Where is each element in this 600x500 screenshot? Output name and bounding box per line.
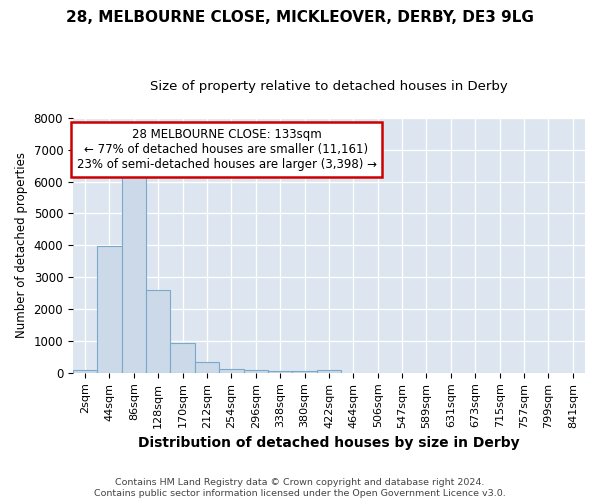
Bar: [195, 362, 219, 373]
X-axis label: Distribution of detached houses by size in Derby: Distribution of detached houses by size …: [138, 436, 520, 450]
Bar: [292, 371, 317, 373]
Title: Size of property relative to detached houses in Derby: Size of property relative to detached ho…: [150, 80, 508, 93]
Bar: [122, 162, 146, 373]
Bar: [97, 246, 122, 373]
Text: 28, MELBOURNE CLOSE, MICKLEOVER, DERBY, DE3 9LG: 28, MELBOURNE CLOSE, MICKLEOVER, DERBY, …: [66, 10, 534, 25]
Bar: [146, 290, 170, 373]
Bar: [219, 368, 244, 373]
Bar: [170, 342, 195, 373]
Bar: [244, 370, 268, 373]
Bar: [317, 370, 341, 373]
Bar: [73, 370, 97, 373]
Y-axis label: Number of detached properties: Number of detached properties: [15, 152, 28, 338]
Bar: [268, 370, 292, 373]
Text: Contains HM Land Registry data © Crown copyright and database right 2024.
Contai: Contains HM Land Registry data © Crown c…: [94, 478, 506, 498]
Text: 28 MELBOURNE CLOSE: 133sqm
← 77% of detached houses are smaller (11,161)
23% of : 28 MELBOURNE CLOSE: 133sqm ← 77% of deta…: [77, 128, 377, 171]
